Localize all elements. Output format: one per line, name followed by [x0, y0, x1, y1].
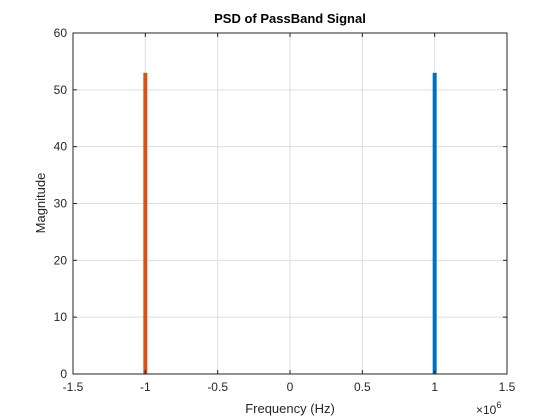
x-tick-label: -1.5: [63, 380, 84, 394]
y-tick-label: 0: [60, 367, 67, 381]
y-tick-label: 30: [54, 197, 68, 211]
tick-labels: -1.5 -1 -0.5 0 0.5 1 1.5 0 10 20 30 40 50 60: [54, 26, 516, 394]
x-axis-exponent-base: ×10: [476, 403, 497, 417]
y-tick-label: 10: [54, 310, 68, 324]
y-tick-label: 50: [54, 83, 68, 97]
psd-bar: [143, 73, 147, 374]
chart-title: PSD of PassBand Signal: [214, 11, 366, 26]
x-axis-label: Frequency (Hz): [245, 401, 335, 416]
x-axis-exponent-power: 6: [496, 400, 501, 410]
x-tick-label: 0.5: [354, 380, 371, 394]
x-tick-label: -1: [140, 380, 151, 394]
x-axis-exponent: ×106: [476, 400, 501, 417]
y-tick-label: 60: [54, 26, 68, 40]
x-tick-label: -0.5: [207, 380, 228, 394]
y-tick-label: 20: [54, 253, 68, 267]
grid: [73, 33, 507, 374]
x-tick-label: 0: [287, 380, 294, 394]
y-axis-label: Magnitude: [33, 173, 48, 234]
psd-bar: [433, 73, 437, 374]
y-tick-label: 40: [54, 140, 68, 154]
x-tick-label: 1.5: [499, 380, 516, 394]
x-tick-label: 1: [431, 380, 438, 394]
